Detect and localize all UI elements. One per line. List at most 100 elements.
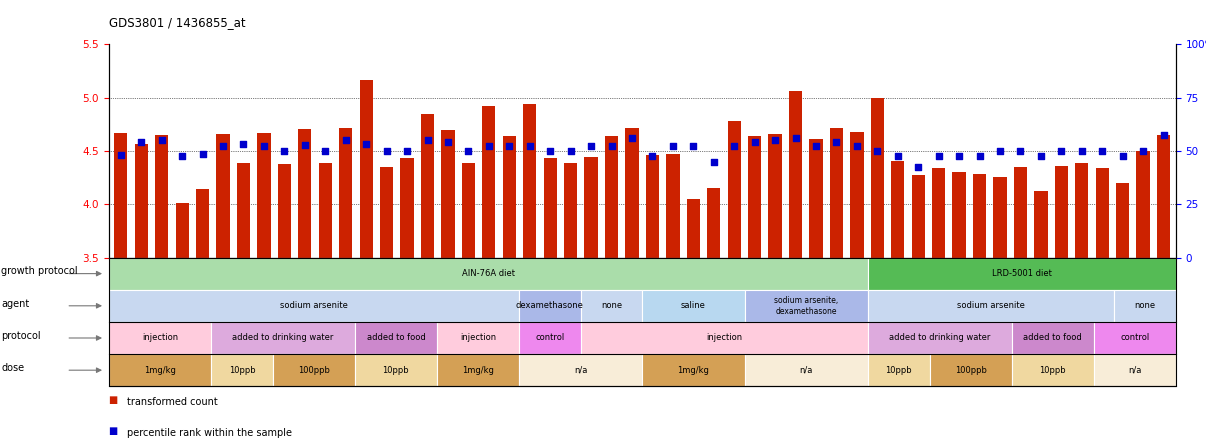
Text: none: none — [601, 301, 622, 310]
Bar — [1055, 166, 1069, 258]
Bar — [768, 134, 781, 258]
Bar — [585, 157, 598, 258]
Text: transformed count: transformed count — [127, 397, 217, 408]
Bar — [135, 143, 148, 258]
Point — [1011, 147, 1030, 155]
Point — [643, 153, 662, 160]
Point — [949, 153, 968, 160]
Point — [172, 153, 192, 160]
Point — [152, 137, 171, 144]
Text: protocol: protocol — [1, 331, 41, 341]
Point — [234, 140, 253, 147]
Bar — [727, 121, 740, 258]
Point — [520, 142, 539, 149]
Point — [827, 139, 847, 146]
Bar — [1136, 151, 1149, 258]
Text: none: none — [1135, 301, 1155, 310]
Bar — [707, 188, 720, 258]
Point — [807, 142, 826, 149]
Bar — [850, 132, 863, 258]
Bar — [216, 134, 229, 258]
Text: sodium arsenite: sodium arsenite — [280, 301, 347, 310]
Bar — [156, 135, 169, 258]
Point — [867, 147, 886, 155]
Text: n/a: n/a — [800, 366, 813, 375]
Point — [295, 141, 315, 148]
Text: added to food: added to food — [367, 333, 426, 342]
Point — [581, 142, 601, 149]
Point — [357, 140, 376, 147]
Text: ■: ■ — [109, 395, 118, 405]
Point — [990, 147, 1009, 155]
Point — [316, 147, 335, 155]
Bar — [318, 163, 332, 258]
Bar — [932, 168, 946, 258]
Text: 1mg/kg: 1mg/kg — [144, 366, 176, 375]
Bar — [523, 104, 537, 258]
Bar — [830, 127, 843, 258]
Text: 10ppb: 10ppb — [885, 366, 912, 375]
Bar — [339, 127, 352, 258]
Point — [499, 142, 519, 149]
Point — [1052, 147, 1071, 155]
Point — [1031, 153, 1050, 160]
Text: percentile rank within the sample: percentile rank within the sample — [127, 428, 292, 439]
Point — [663, 142, 683, 149]
Point — [398, 147, 417, 155]
Text: injection: injection — [142, 333, 178, 342]
Bar — [1014, 167, 1028, 258]
Point — [377, 147, 397, 155]
Point — [275, 147, 294, 155]
Point — [540, 147, 560, 155]
Bar — [195, 189, 209, 258]
Bar — [1157, 135, 1170, 258]
Bar — [1076, 163, 1089, 258]
Point — [213, 142, 233, 149]
Point — [561, 147, 580, 155]
Bar — [482, 106, 496, 258]
Text: 100ppb: 100ppb — [298, 366, 329, 375]
Bar — [666, 154, 679, 258]
Text: n/a: n/a — [1128, 366, 1142, 375]
Bar — [1035, 191, 1048, 258]
Text: LRD-5001 diet: LRD-5001 diet — [993, 269, 1052, 278]
Text: sodium arsenite,
dexamethasone: sodium arsenite, dexamethasone — [774, 296, 838, 316]
Bar — [748, 136, 761, 258]
Text: 10ppb: 10ppb — [382, 366, 409, 375]
Point — [848, 142, 867, 149]
Text: ■: ■ — [109, 426, 118, 436]
Text: dexamethasone: dexamethasone — [516, 301, 584, 310]
Bar — [421, 114, 434, 258]
Bar — [645, 155, 658, 258]
Text: 100ppb: 100ppb — [955, 366, 987, 375]
Point — [908, 163, 927, 170]
Point — [131, 139, 151, 146]
Bar — [891, 161, 904, 258]
Text: agent: agent — [1, 298, 29, 309]
Point — [417, 137, 437, 144]
Bar — [564, 163, 578, 258]
Point — [438, 139, 457, 146]
Text: dose: dose — [1, 363, 24, 373]
Bar — [1116, 183, 1129, 258]
Text: added to food: added to food — [1024, 333, 1082, 342]
Text: sodium arsenite: sodium arsenite — [958, 301, 1025, 310]
Point — [1113, 153, 1132, 160]
Point — [766, 137, 785, 144]
Bar — [176, 203, 189, 258]
Bar — [544, 159, 557, 258]
Bar — [277, 164, 291, 258]
Bar — [441, 130, 455, 258]
Bar — [115, 133, 128, 258]
Point — [1093, 147, 1112, 155]
Point — [745, 139, 765, 146]
Point — [458, 147, 478, 155]
Bar — [912, 175, 925, 258]
Point — [704, 158, 724, 165]
Bar — [359, 79, 373, 258]
Text: 1mg/kg: 1mg/kg — [462, 366, 494, 375]
Text: control: control — [535, 333, 564, 342]
Bar — [236, 163, 250, 258]
Point — [336, 137, 356, 144]
Bar — [809, 139, 822, 258]
